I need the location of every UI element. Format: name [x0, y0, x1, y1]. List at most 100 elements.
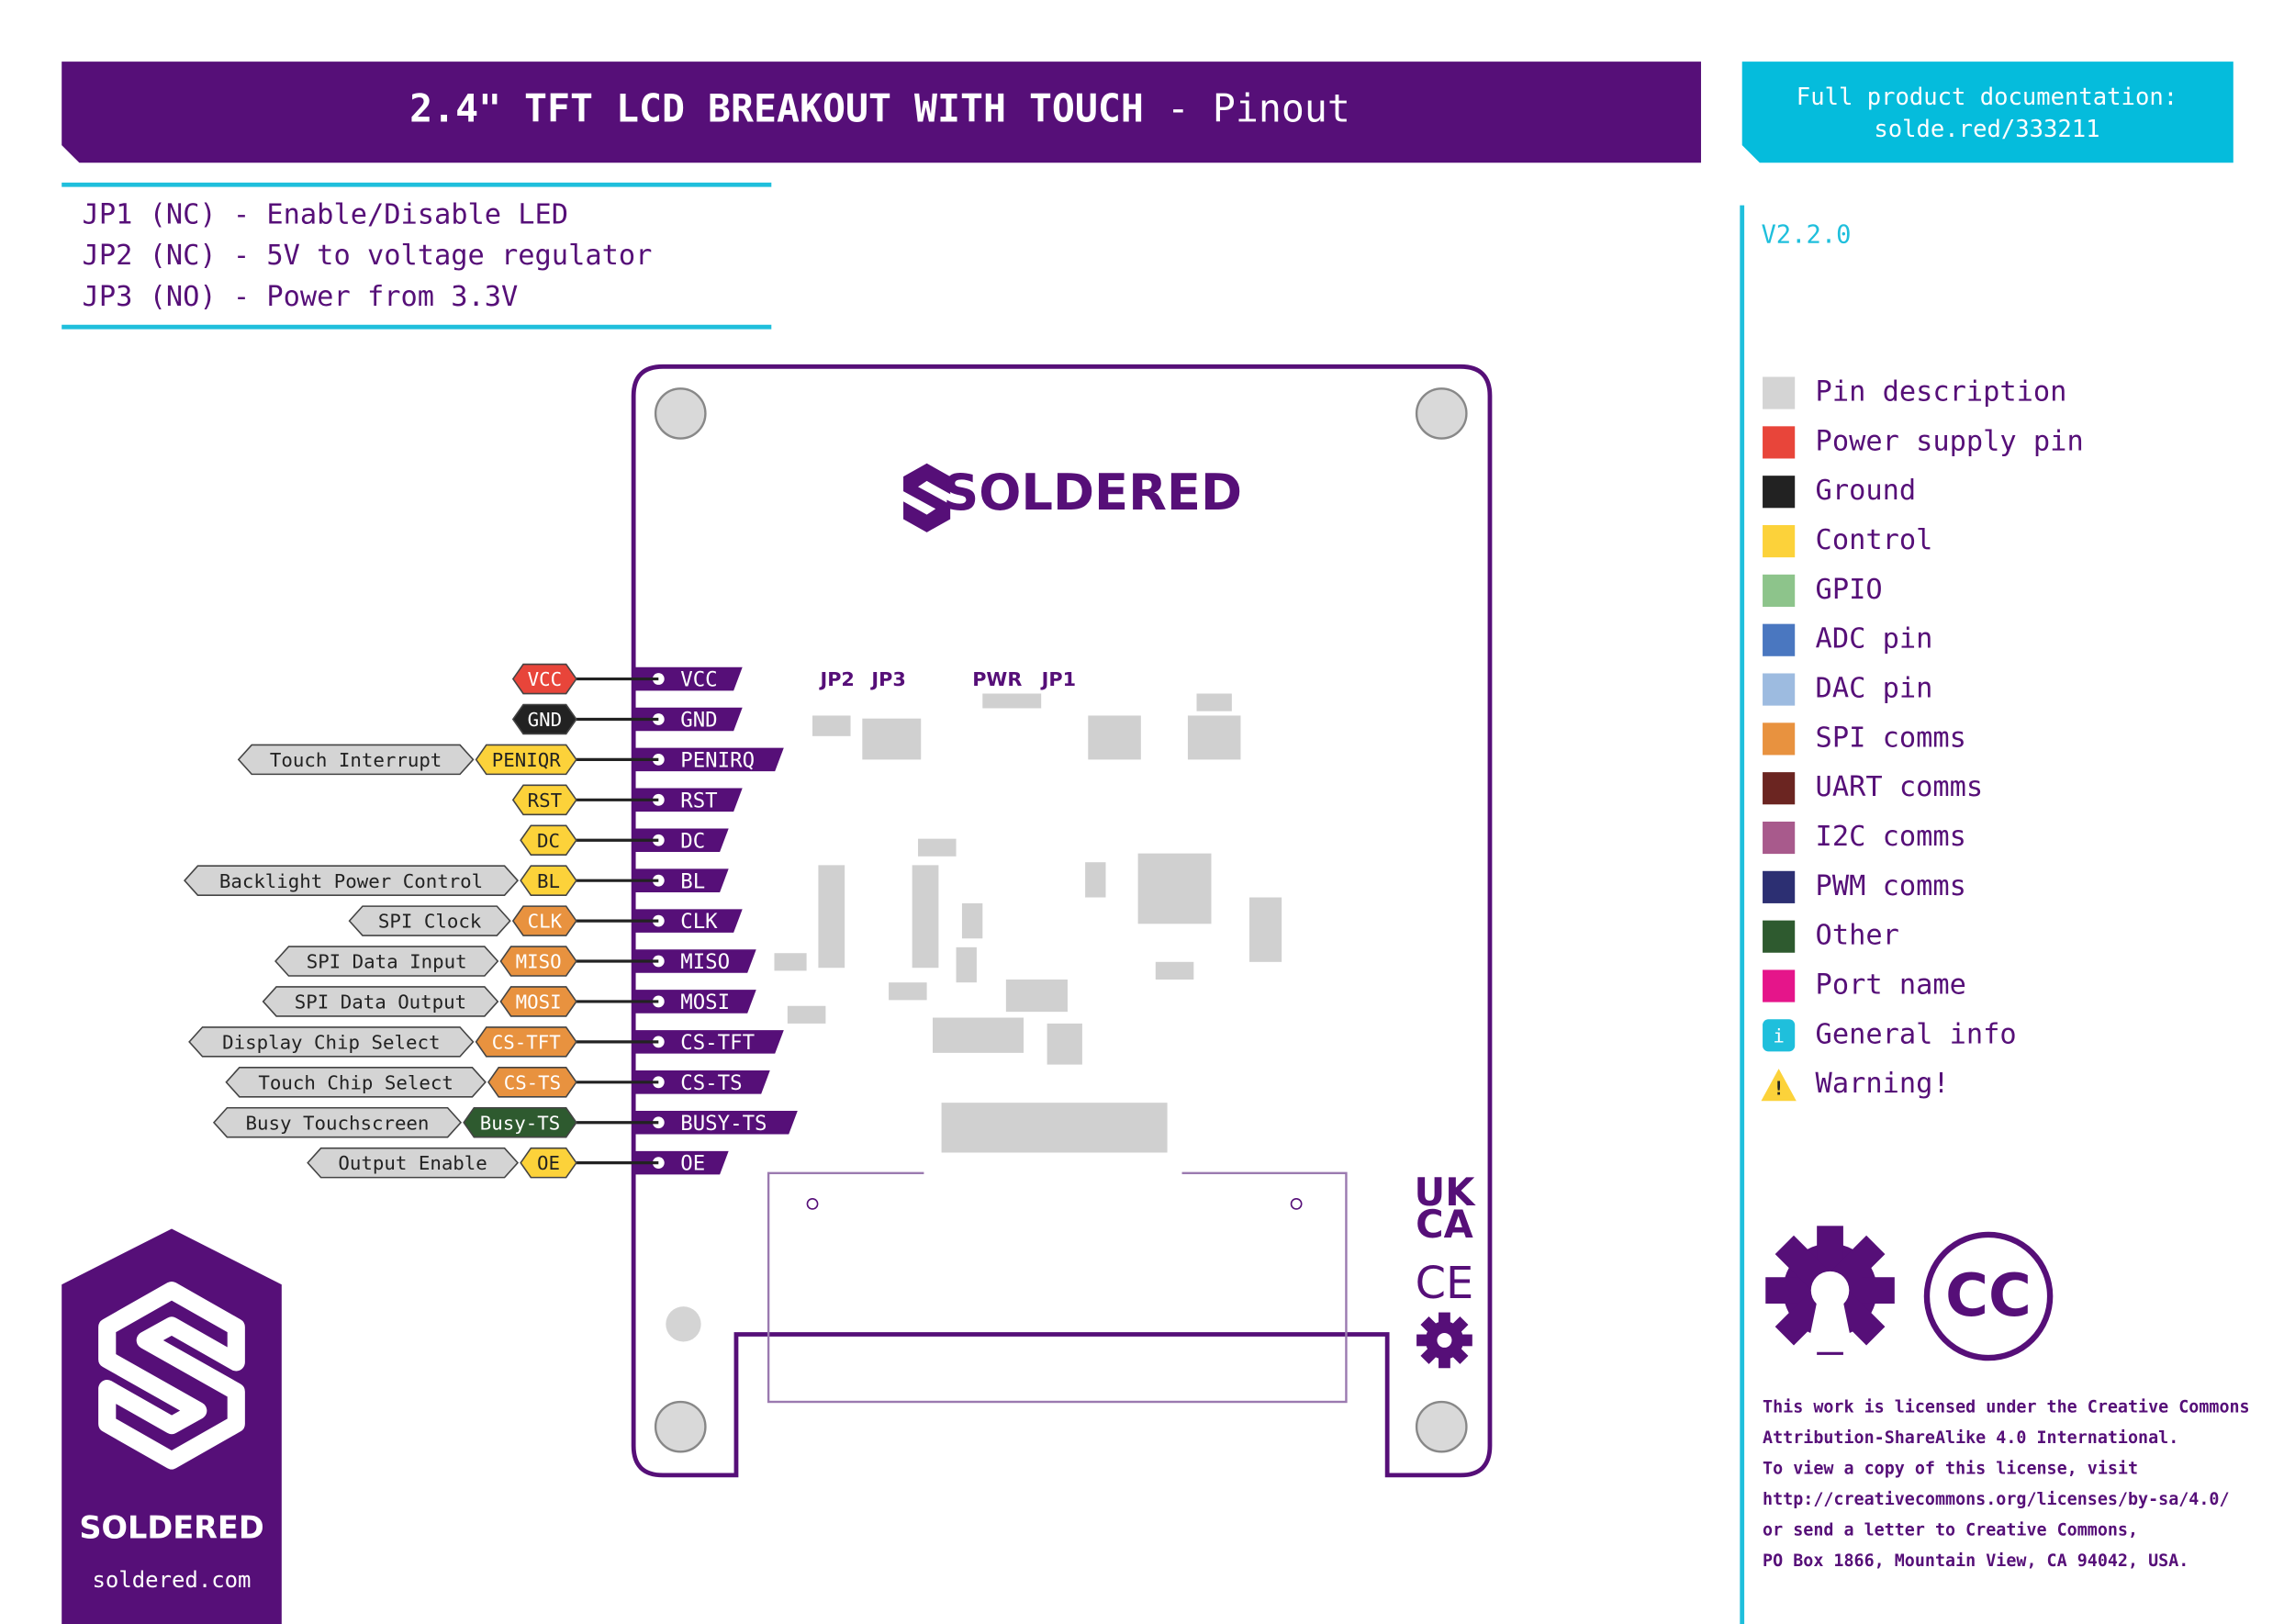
legend-swatch: [1763, 722, 1796, 756]
legend-label: ADC pin: [1816, 623, 1933, 655]
board-label: PWR: [972, 668, 1022, 690]
pin-label: CS-TS: [504, 1071, 561, 1093]
footer-logo-mark: [98, 1282, 245, 1470]
ce-mark: CE: [1416, 1259, 1474, 1309]
board-pin-tab: [633, 1070, 770, 1094]
license-line: This work is licensed under the Creative…: [1763, 1397, 2250, 1417]
pin-description: Display Chip Select: [222, 1031, 440, 1053]
board-pin-tab: [633, 868, 729, 892]
pin-label: CLK: [528, 911, 563, 933]
legend-label: Ground: [1816, 475, 1917, 507]
pin-description: Touch Chip Select: [258, 1071, 453, 1093]
board-pin-label: DC: [680, 829, 705, 853]
legend-swatch: [1761, 1069, 1797, 1102]
board-pin-label: CS-TFT: [680, 1031, 755, 1055]
footer-brand: SOLDERED: [79, 1509, 263, 1545]
pin-label: DC: [537, 830, 560, 852]
pin-description: Touch Interrupt: [270, 749, 442, 771]
docs-bar: [1741, 62, 2233, 163]
oshw-logo: [1765, 1226, 1895, 1355]
board-pin-label: CS-TS: [680, 1071, 742, 1095]
title-bar: [62, 62, 1701, 163]
legend-label: Port name: [1816, 969, 1966, 1002]
board-pin-tab: [633, 1030, 784, 1054]
board-pin-tab: [633, 666, 743, 691]
components: [774, 693, 1282, 1153]
title-sub: - Pinout: [1144, 85, 1350, 130]
dot: [806, 1197, 819, 1210]
legend-swatch: [1763, 574, 1796, 607]
cc-text: CC: [1945, 1262, 2032, 1330]
pin-label-box: [520, 824, 577, 857]
pin-label: CS-TFT: [492, 1031, 561, 1053]
docs-line: solde.red/333211: [1874, 116, 2099, 143]
pin-label: RST: [528, 790, 563, 812]
ukca: CA: [1416, 1202, 1473, 1247]
legend-label: General info: [1816, 1018, 2017, 1050]
pin-label-box: [487, 1067, 577, 1098]
legend-label: UART comms: [1816, 771, 1984, 803]
board-pin-tab: [633, 707, 743, 732]
board-label: JP3: [869, 668, 905, 690]
dot: [1290, 1197, 1303, 1210]
pin-label: VCC: [528, 668, 562, 690]
pin-label: OE: [537, 1152, 560, 1174]
pin-label: MOSI: [516, 991, 562, 1014]
pin-description-box: [212, 1106, 463, 1138]
board-pin-tab: [633, 1110, 798, 1135]
pin-list: VCC VCC GND GND PENIRQ PENIQR Touch Interrupt R…: [183, 663, 798, 1179]
legend-swatch: [1763, 920, 1796, 953]
cc-circle: [1923, 1231, 2054, 1361]
license-line: Attribution-ShareAlike 4.0 International…: [1763, 1428, 2178, 1448]
board-outline: [631, 364, 1493, 1478]
legend-label: SPI comms: [1816, 722, 1966, 754]
pin-description-box: [225, 1067, 487, 1098]
legend-icon: !: [1773, 1077, 1785, 1099]
board-pin-tab: [633, 990, 756, 1014]
legend-swatch: [1763, 673, 1796, 706]
legend-label: Pin description: [1816, 376, 2067, 409]
legend-label: DAC pin: [1816, 673, 1933, 705]
board-pin-tab: [633, 747, 784, 772]
board-pin-label: MOSI: [680, 991, 730, 1014]
license-line: or send a letter to Creative Commons,: [1763, 1521, 2138, 1540]
board-label: JP2: [818, 668, 854, 690]
pin-label-box: [499, 946, 577, 977]
oshw-small: [1416, 1312, 1472, 1369]
board-pin-label: BUSY-TS: [680, 1112, 767, 1136]
legend-swatch: [1763, 376, 1796, 409]
license-line: PO Box 1866, Mountain View, CA 94042, US…: [1763, 1551, 2189, 1571]
pin-description-box: [188, 1026, 475, 1058]
legend-label: Power supply pin: [1816, 425, 2084, 457]
pin-label: BL: [537, 870, 560, 892]
legend-swatch: [1763, 1019, 1796, 1052]
pin-label-box: [475, 1026, 577, 1058]
pin-label: Busy-TS: [480, 1112, 560, 1134]
board-pin-tab: [633, 1150, 729, 1175]
title: 2.4" TFT LCD BREAKOUT WITH TOUCH - Pinou…: [409, 85, 1350, 130]
pin-description-box: [274, 946, 499, 977]
pin-label-box: [520, 865, 577, 896]
pin-label-box: [511, 905, 577, 936]
pin-label-box: [511, 703, 577, 735]
board-pin-label: CLK: [680, 910, 718, 934]
legend: Pin description Power supply pin Ground Con…: [1761, 376, 2084, 1102]
docs-line: Full product documentation:: [1797, 84, 2177, 111]
board-logo: SOLDERED: [943, 464, 1242, 521]
pin-description-box: [237, 744, 475, 776]
board-pin-label: PENIRQ: [680, 748, 755, 772]
legend-label: Control: [1816, 524, 1933, 556]
legend-swatch: [1763, 821, 1796, 855]
legend-label: Other: [1816, 920, 1899, 952]
legend-swatch: [1763, 524, 1796, 558]
board-pin-tab: [633, 788, 743, 812]
jumper-note: JP1 (NC) - Enable/Disable LED: [83, 198, 569, 230]
pin-description: SPI Data Input: [307, 951, 467, 973]
pin-description: Backlight Power Control: [219, 870, 483, 892]
pin-label-box: [475, 744, 577, 776]
pin-description: SPI Data Output: [295, 991, 466, 1014]
pin-label: PENIQR: [492, 749, 561, 771]
pin-description-box: [262, 986, 499, 1017]
legend-label: PWM comms: [1816, 870, 1966, 902]
